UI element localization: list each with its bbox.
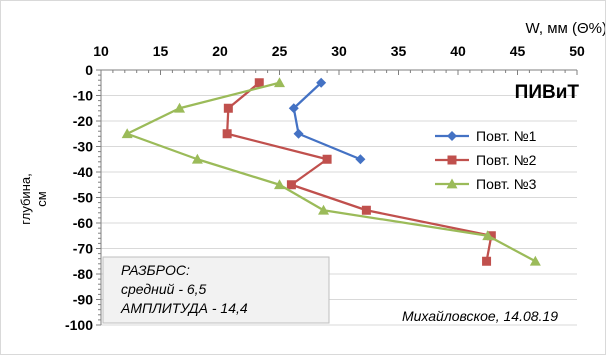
- y-tick-label--70: -70: [73, 241, 93, 257]
- legend-swatch-marker-2: [447, 155, 457, 165]
- series-2-point-3: [222, 129, 232, 139]
- series-3-point-7: [482, 230, 494, 241]
- y-axis-title: глубина, см: [18, 173, 49, 224]
- y-tick-label--90: -90: [73, 292, 93, 308]
- legend-label-2: Повт. №2: [476, 152, 537, 168]
- series-1-point-3: [293, 128, 304, 139]
- x-tick-label-25: 25: [272, 43, 288, 59]
- series-3-point-1: [274, 77, 285, 88]
- series-layer: [121, 77, 541, 266]
- y-tick-label--10: -10: [73, 88, 93, 104]
- legend-item-2: Повт. №2: [435, 152, 537, 168]
- x-tick-labels: 10 15 20 25 30 35 40 45 50: [93, 43, 585, 59]
- x-tick-label-35: 35: [391, 43, 407, 59]
- series-3-point-8: [529, 255, 541, 266]
- series-3-point-6: [318, 204, 330, 215]
- series-1-line: [292, 81, 361, 161]
- series-3-point-4: [191, 153, 203, 164]
- legend-swatch-marker-1: [447, 131, 457, 141]
- y-tick-label--30: -30: [73, 139, 93, 155]
- legend-label-1: Повт. №1: [476, 128, 537, 144]
- x-tick-label-15: 15: [153, 43, 169, 59]
- legend-label-3: Повт. №3: [476, 176, 537, 192]
- y-tick-label--20: -20: [73, 113, 93, 129]
- series-2-point-7: [486, 231, 496, 241]
- y-tick-label--60: -60: [73, 215, 93, 231]
- series-1-point-2: [288, 103, 299, 114]
- series-2-point-5: [286, 180, 296, 190]
- x-tick-label-20: 20: [212, 43, 228, 59]
- series-3-point-3: [121, 128, 133, 139]
- chart-title: ПИВиТ: [515, 82, 580, 103]
- series-1-point-1: [316, 77, 327, 88]
- y-tick-label--100: -100: [65, 317, 93, 333]
- y-tick-labels: 0 -10 -20 -30 -40 -50 -60 -70 -80 -90 -100: [65, 62, 93, 333]
- x-tick-label-10: 10: [93, 43, 109, 59]
- series-1: [288, 77, 366, 165]
- y-axis-title-line1: глубина,: [18, 173, 33, 224]
- x-tick-label-45: 45: [510, 43, 526, 59]
- series-3: [121, 77, 541, 266]
- series-2-point-8: [482, 256, 492, 266]
- y-tick-label--50: -50: [73, 190, 93, 206]
- y-tick-label-0: 0: [85, 62, 93, 78]
- series-2-point-4: [322, 154, 332, 164]
- footnote: Михайловское, 14.08.19: [402, 308, 558, 324]
- y-tick-label--80: -80: [73, 266, 93, 282]
- x-tick-label-30: 30: [331, 43, 347, 59]
- annotation-box: РАЗБРОС: средний - 6,5 АМПЛИТУДА - 14,4: [102, 256, 330, 324]
- annotation-line-1: РАЗБРОС:: [121, 262, 190, 278]
- series-2-point-2: [223, 103, 233, 113]
- series-2: [222, 78, 496, 266]
- series-1-point-4: [355, 154, 366, 165]
- series-3-point-5: [274, 179, 285, 190]
- series-3-line: [126, 81, 536, 263]
- legend-item-1: Повт. №1: [435, 128, 537, 144]
- axes: [96, 69, 578, 326]
- annotation-line-2: средний - 6,5: [121, 281, 207, 297]
- legend-item-3: Повт. №3: [435, 176, 537, 192]
- x-axis-title: W, мм (Θ%): [526, 20, 605, 37]
- x-tick-label-50: 50: [569, 43, 585, 59]
- annotation-box-bg: [102, 256, 330, 324]
- legend-swatch-marker-3: [446, 178, 458, 189]
- y-axis-title-line2: см: [34, 191, 49, 207]
- series-3-point-2: [174, 102, 186, 113]
- x-tick-label-40: 40: [450, 43, 466, 59]
- series-2-point-6: [361, 205, 371, 215]
- y-tick-label--40: -40: [73, 164, 93, 180]
- grid-lines: [101, 95, 577, 326]
- series-2-point-1: [254, 78, 264, 88]
- annotation-line-3: АМПЛИТУДА - 14,4: [120, 300, 248, 316]
- legend: Повт. №1 Повт. №2 Повт. №3: [435, 128, 537, 192]
